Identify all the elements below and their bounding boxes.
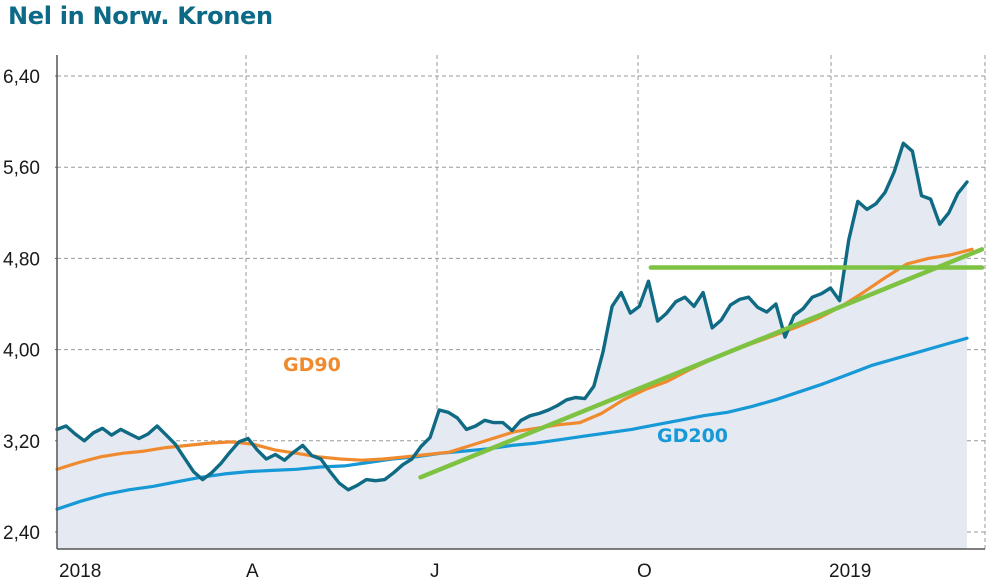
- x-tick-label: 2019: [829, 561, 871, 581]
- y-tick-label: 6,40: [3, 67, 40, 88]
- y-tick-label: 4,80: [3, 249, 40, 270]
- gd90-line: [55, 247, 974, 471]
- x-tick-label: 2018: [59, 561, 101, 581]
- x-tick-label: O: [637, 561, 652, 581]
- price-line: [55, 141, 969, 492]
- chart-series-lines: [55, 141, 974, 511]
- chart-area: [57, 143, 967, 550]
- chart-title: Nel in Norw. Kronen: [8, 2, 273, 30]
- gd200-label: GD200: [657, 425, 728, 447]
- trend-line-ascending: [418, 247, 985, 480]
- x-tick-label: A: [246, 561, 259, 581]
- gd90-label: GD90: [283, 354, 341, 376]
- chart-axes: 2,40 3,20 4,00 4,80 5,60 6,40 2018 A J O 2019: [3, 55, 986, 581]
- y-tick-label: 4,00: [3, 341, 40, 362]
- chart-labels: GD90 GD200: [283, 354, 728, 447]
- y-tick-label: 2,40: [3, 523, 40, 544]
- chart-trend-lines: [418, 247, 985, 480]
- x-tick-label: J: [430, 561, 440, 581]
- y-tick-label: 5,60: [3, 158, 40, 179]
- price-area-fill: [57, 143, 967, 550]
- y-tick-label: 3,20: [3, 432, 40, 453]
